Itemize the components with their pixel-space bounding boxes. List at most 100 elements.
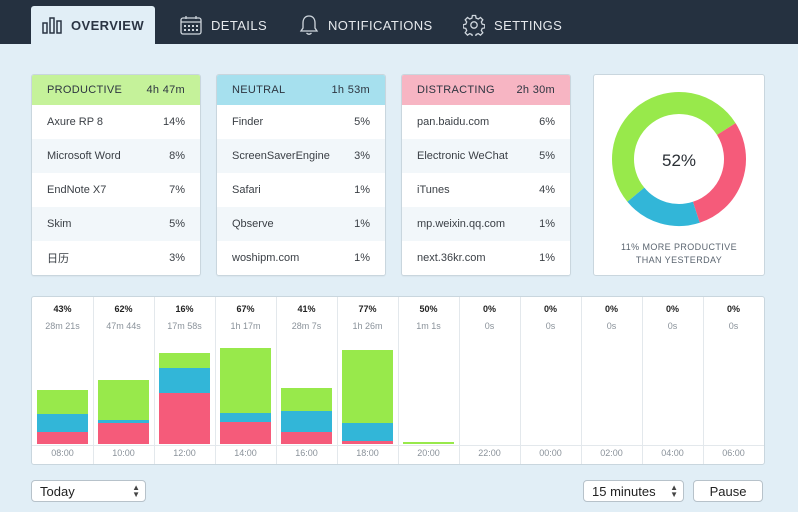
hour-baseline [459, 445, 520, 446]
category-name: PRODUCTIVE [47, 84, 123, 96]
hour-duration-label: 17m 58s [167, 321, 202, 331]
chevron-updown-icon: ▲ ▼ [670, 483, 678, 499]
hour-duration-label: 0s [728, 321, 739, 331]
app-row[interactable]: EndNote X7 7% [32, 173, 200, 207]
bar-segment-productive [98, 380, 149, 420]
donut-neutral-slice [627, 187, 700, 226]
top-nav: OVERVIEW DETAILS NOTIFICATIONS [0, 0, 798, 44]
hour-column[interactable]: 0% 0s 22:00 [459, 297, 521, 464]
caption-line-1: 11% MORE PRODUCTIVE [621, 242, 737, 252]
hour-productivity-label: 50% [419, 304, 438, 314]
hour-baseline [154, 445, 215, 446]
bar-segment-distracting [281, 432, 332, 444]
date-range-value: Today [40, 483, 75, 499]
app-pct: 5% [354, 116, 370, 128]
app-row[interactable]: mp.weixin.qq.com 1% [402, 207, 570, 241]
bar-segment-productive [281, 388, 332, 411]
donut-productive-slice [612, 92, 736, 202]
hour-productivity-label: 77% [358, 304, 377, 314]
hour-duration-label: 0s [606, 321, 617, 331]
tab-overview[interactable]: OVERVIEW [31, 6, 155, 44]
bar-segment-productive [37, 390, 88, 414]
app-pct: 5% [539, 150, 555, 162]
app-row[interactable]: next.36kr.com 1% [402, 241, 570, 275]
hour-column[interactable]: 0% 0s 02:00 [581, 297, 643, 464]
hour-column[interactable]: 41% 28m 7s 16:00 [276, 297, 338, 464]
app-name: Skim [47, 218, 72, 230]
hour-tick-label: 00:00 [539, 448, 562, 458]
app-name: iTunes [417, 184, 450, 196]
app-row[interactable]: ScreenSaverEngine 3% [217, 139, 385, 173]
hour-baseline [581, 445, 642, 446]
hour-duration-label: 28m 7s [291, 321, 322, 331]
hour-duration-label: 0s [484, 321, 495, 331]
tab-settings[interactable]: SETTINGS [463, 6, 562, 44]
hour-column[interactable]: 0% 0s 00:00 [520, 297, 582, 464]
app-row[interactable]: 日历 3% [32, 241, 200, 275]
hour-productivity-label: 0% [543, 304, 557, 314]
pause-button[interactable]: Pause [693, 480, 763, 502]
hour-duration-label: 1h 17m [230, 321, 261, 331]
app-name: ScreenSaverEngine [232, 150, 330, 162]
tab-notifications[interactable]: NOTIFICATIONS [299, 6, 433, 44]
hour-duration-label: 1m 1s [416, 321, 441, 331]
bar-segment-neutral [98, 420, 149, 423]
hour-column[interactable]: 0% 0s 04:00 [642, 297, 704, 464]
app-row[interactable]: Qbserve 1% [217, 207, 385, 241]
app-row[interactable]: Finder 5% [217, 105, 385, 139]
bar-segment-distracting [220, 422, 271, 444]
app-row[interactable]: Electronic WeChat 5% [402, 139, 570, 173]
caption-line-2: THAN YESTERDAY [635, 255, 723, 265]
app-name: next.36kr.com [417, 252, 486, 264]
app-row[interactable]: Axure RP 8 14% [32, 105, 200, 139]
hour-column[interactable]: 77% 1h 26m 18:00 [337, 297, 399, 464]
hour-column[interactable]: 0% 0s 06:00 [703, 297, 764, 464]
app-row[interactable]: woshipm.com 1% [217, 241, 385, 275]
productivity-summary-card: 52% 11% MORE PRODUCTIVE THAN YESTERDAY [593, 74, 765, 276]
app-row[interactable]: pan.baidu.com 6% [402, 105, 570, 139]
bar-segment-neutral [37, 414, 88, 432]
app-row[interactable]: Safari 1% [217, 173, 385, 207]
interval-value: 15 minutes [592, 483, 656, 499]
bar-segment-neutral [220, 413, 271, 422]
gear-icon [463, 14, 485, 36]
hour-productivity-label: 43% [53, 304, 72, 314]
app-row[interactable]: iTunes 4% [402, 173, 570, 207]
bar-segment-distracting [159, 393, 210, 444]
hour-column[interactable]: 62% 47m 44s 10:00 [93, 297, 155, 464]
bar-segment-productive [403, 442, 454, 444]
date-range-select[interactable]: Today ▲ ▼ [31, 480, 146, 502]
neutral-card: NEUTRAL 1h 53m Finder 5% ScreenSaverEngin… [216, 74, 386, 276]
app-name: pan.baidu.com [417, 116, 490, 128]
app-pct: 14% [162, 116, 185, 128]
app-row[interactable]: Microsoft Word 8% [32, 139, 200, 173]
app-name: EndNote X7 [47, 184, 107, 196]
category-total: 4h 47m [146, 84, 185, 96]
pause-button-label: Pause [709, 483, 747, 499]
hour-column[interactable]: 50% 1m 1s 20:00 [398, 297, 460, 464]
hour-duration-label: 47m 44s [106, 321, 141, 331]
app-name: Finder [232, 116, 264, 128]
tab-details[interactable]: DETAILS [180, 6, 267, 44]
productivity-percent: 52% [662, 151, 696, 170]
hour-baseline [520, 445, 581, 446]
app-pct: 6% [539, 116, 555, 128]
hour-column[interactable]: 67% 1h 17m 14:00 [215, 297, 277, 464]
hour-column[interactable]: 43% 28m 21s 08:00 [32, 297, 94, 464]
interval-select[interactable]: 15 minutes ▲ ▼ [583, 480, 684, 502]
bell-icon [299, 14, 319, 36]
app-row[interactable]: Skim 5% [32, 207, 200, 241]
hour-productivity-label: 41% [297, 304, 316, 314]
donut-distracting-slice [692, 123, 746, 223]
app-name: Qbserve [232, 218, 274, 230]
tab-notifications-label: NOTIFICATIONS [328, 17, 433, 33]
hour-column[interactable]: 16% 17m 58s 12:00 [154, 297, 216, 464]
hour-duration-label: 1h 26m [352, 321, 383, 331]
app-name: Electronic WeChat [417, 150, 508, 162]
bar-chart-icon [42, 16, 62, 34]
bar-segment-distracting [342, 441, 393, 444]
hour-baseline [398, 445, 459, 446]
hour-tick-label: 08:00 [51, 448, 74, 458]
hour-duration-label: 0s [545, 321, 556, 331]
app-name: Safari [232, 184, 261, 196]
